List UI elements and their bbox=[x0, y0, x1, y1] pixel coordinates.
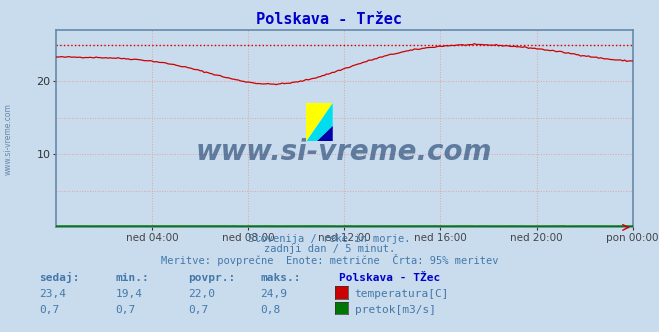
Polygon shape bbox=[306, 103, 333, 141]
Text: 0,7: 0,7 bbox=[115, 305, 136, 315]
Text: 19,4: 19,4 bbox=[115, 289, 142, 299]
Text: pretok[m3/s]: pretok[m3/s] bbox=[355, 305, 436, 315]
Polygon shape bbox=[306, 103, 333, 141]
Text: povpr.:: povpr.: bbox=[188, 273, 235, 283]
Text: Polskava - TŽec: Polskava - TŽec bbox=[339, 273, 441, 283]
Text: 22,0: 22,0 bbox=[188, 289, 215, 299]
Text: www.si-vreme.com: www.si-vreme.com bbox=[196, 138, 492, 166]
Polygon shape bbox=[306, 126, 333, 141]
Text: sedaj:: sedaj: bbox=[40, 272, 80, 283]
Text: 0,8: 0,8 bbox=[260, 305, 281, 315]
Text: zadnji dan / 5 minut.: zadnji dan / 5 minut. bbox=[264, 244, 395, 254]
Text: 23,4: 23,4 bbox=[40, 289, 67, 299]
Text: www.si-vreme.com: www.si-vreme.com bbox=[3, 104, 13, 175]
Text: Slovenija / reke in morje.: Slovenija / reke in morje. bbox=[248, 234, 411, 244]
Text: Polskava - Tržec: Polskava - Tržec bbox=[256, 12, 403, 27]
Text: min.:: min.: bbox=[115, 273, 149, 283]
Text: temperatura[C]: temperatura[C] bbox=[355, 289, 449, 299]
Text: 0,7: 0,7 bbox=[40, 305, 60, 315]
Text: Meritve: povprečne  Enote: metrične  Črta: 95% meritev: Meritve: povprečne Enote: metrične Črta:… bbox=[161, 254, 498, 266]
Text: 24,9: 24,9 bbox=[260, 289, 287, 299]
Text: maks.:: maks.: bbox=[260, 273, 301, 283]
Text: 0,7: 0,7 bbox=[188, 305, 208, 315]
